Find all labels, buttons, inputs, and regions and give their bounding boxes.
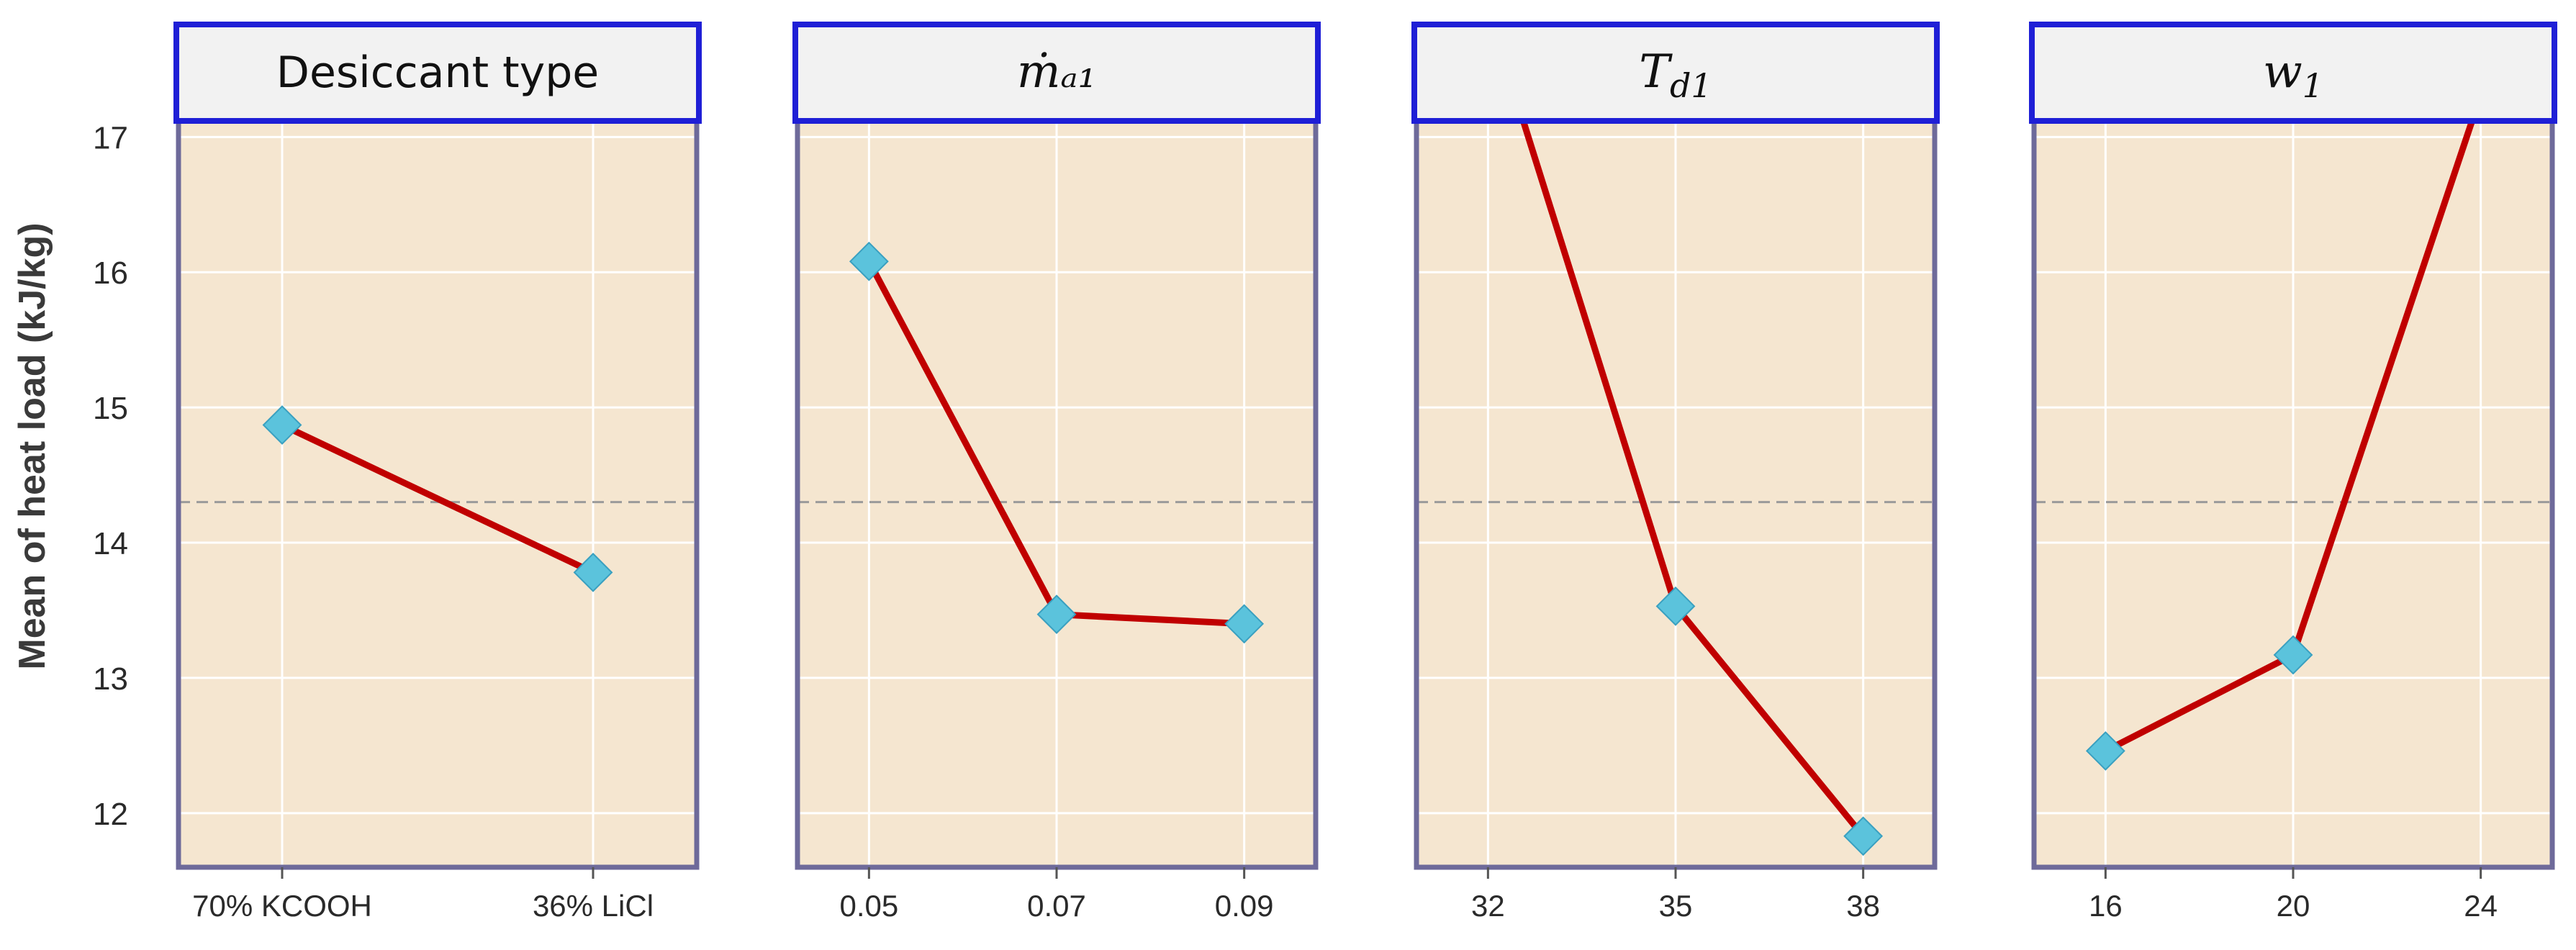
data-point-marker — [1843, 816, 1884, 856]
data-point-marker — [573, 552, 613, 592]
x-tick-label: 16 — [2089, 889, 2123, 923]
series-line — [281, 422, 595, 576]
panel-1: 70% KCOOH 36% LiCl Desiccant type — [173, 22, 702, 923]
x-tick-label: 24 — [2464, 889, 2498, 923]
x-tick-label: 20 — [2277, 889, 2310, 923]
x-tick-label: 70% KCOOH — [192, 889, 372, 923]
data-point-marker — [1036, 594, 1077, 635]
data-point-marker — [262, 405, 302, 445]
y-tick-label: 17 — [93, 120, 128, 155]
panel-background — [178, 29, 697, 867]
x-tick-label: 0.09 — [1215, 889, 1274, 923]
panel-strip-label: Td1 — [1639, 45, 1712, 105]
x-tick-label: 0.07 — [1027, 889, 1086, 923]
x-tick-label: 35 — [1659, 889, 1693, 923]
panel-strip-label: w1 — [2263, 45, 2323, 105]
y-tick-label: 15 — [93, 391, 128, 426]
data-point-marker — [1224, 604, 1265, 644]
panel-strip — [173, 22, 702, 124]
data-point-marker — [849, 241, 889, 281]
panel-strip — [2029, 22, 2557, 124]
panel-4: 16 20 24 w1 — [2029, 22, 2557, 923]
x-tick-label: 0.05 — [839, 889, 898, 923]
x-tick-label: 38 — [1846, 889, 1880, 923]
panel-3: 32 35 38 Td1 — [1411, 22, 1940, 923]
data-point-marker — [2085, 730, 2125, 771]
y-tick-label: 12 — [93, 797, 128, 832]
x-tick-label: 32 — [1471, 889, 1505, 923]
y-tick-label: 14 — [93, 526, 128, 561]
panel-strip — [1411, 22, 1940, 124]
panel-strip-label: Desiccant type — [276, 48, 599, 98]
panel-strip — [792, 22, 1321, 124]
y-axis-title: Mean of heat load (kJ/kg) — [12, 222, 53, 669]
data-point-marker — [1655, 586, 1696, 626]
y-tick-label: 16 — [93, 255, 128, 291]
y-tick-label: 13 — [93, 661, 128, 697]
data-point-marker — [2273, 635, 2313, 675]
panel-strip-label: ṁₐ₁ — [1017, 45, 1096, 99]
panel-2: 0.05 0.07 0.09 ṁₐ₁ — [792, 22, 1321, 923]
x-tick-label: 36% LiCl — [533, 889, 654, 923]
